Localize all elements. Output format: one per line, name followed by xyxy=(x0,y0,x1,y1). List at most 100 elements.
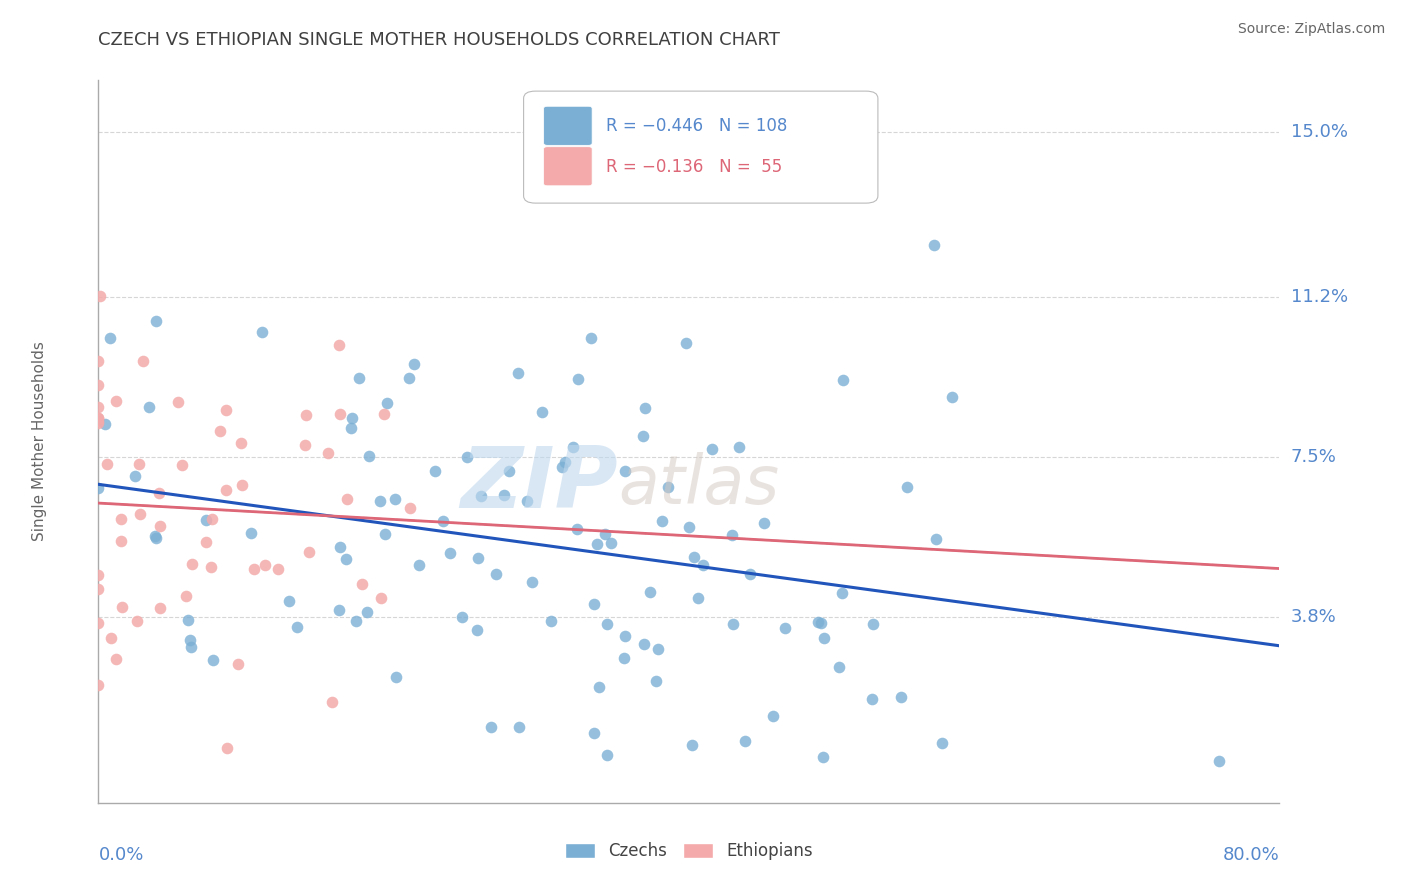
Point xyxy=(231,478,253,492)
Point xyxy=(398,370,420,384)
Point xyxy=(465,623,488,637)
Point xyxy=(586,537,609,551)
Point xyxy=(583,726,606,740)
Point xyxy=(356,605,378,619)
Point xyxy=(145,531,167,545)
Point xyxy=(329,540,352,554)
Point xyxy=(692,558,714,572)
Text: atlas: atlas xyxy=(619,452,779,518)
Point xyxy=(170,458,193,473)
Point xyxy=(700,442,723,457)
Point xyxy=(862,617,884,632)
Point xyxy=(450,609,472,624)
Text: 15.0%: 15.0% xyxy=(1291,123,1347,141)
Point xyxy=(194,513,217,527)
Point xyxy=(425,463,447,477)
Point xyxy=(242,561,264,575)
Point xyxy=(506,366,529,380)
Point xyxy=(941,390,963,404)
Point xyxy=(143,529,166,543)
Point xyxy=(370,591,392,605)
Point xyxy=(408,558,430,572)
Point xyxy=(202,653,225,667)
Text: ZIP: ZIP xyxy=(460,443,619,526)
Point xyxy=(124,469,146,483)
Point xyxy=(128,457,150,471)
Point xyxy=(1208,754,1230,768)
Point xyxy=(515,493,537,508)
Point xyxy=(87,411,110,425)
Point xyxy=(925,532,948,546)
Point xyxy=(721,617,744,632)
Point xyxy=(208,424,231,438)
Point xyxy=(734,734,756,748)
Point xyxy=(298,544,321,558)
Point xyxy=(595,747,617,762)
Point xyxy=(922,237,945,252)
Point xyxy=(87,416,110,430)
Point xyxy=(631,429,654,443)
Point xyxy=(657,480,679,494)
Point xyxy=(89,289,111,303)
Point xyxy=(215,483,238,497)
Point xyxy=(467,550,489,565)
Point xyxy=(335,551,357,566)
Point xyxy=(384,492,406,507)
Text: R = −0.446   N = 108: R = −0.446 N = 108 xyxy=(606,117,787,135)
Point xyxy=(614,465,637,479)
Point xyxy=(530,405,553,419)
Point xyxy=(831,373,853,387)
Point xyxy=(890,690,912,704)
Point xyxy=(811,749,834,764)
Point xyxy=(340,410,363,425)
Text: Single Mother Households: Single Mother Households xyxy=(32,342,46,541)
Point xyxy=(174,589,197,603)
Point xyxy=(138,400,160,414)
Point xyxy=(87,481,110,495)
FancyBboxPatch shape xyxy=(523,91,877,203)
Point xyxy=(87,678,110,692)
Point xyxy=(828,660,851,674)
Point xyxy=(520,575,543,590)
Point xyxy=(229,436,252,450)
Point xyxy=(375,396,398,410)
Point xyxy=(125,614,148,628)
Point xyxy=(721,527,744,541)
Point xyxy=(215,403,238,417)
Point xyxy=(180,640,202,654)
Point xyxy=(540,614,562,628)
Point xyxy=(104,651,127,665)
Text: R = −0.136   N =  55: R = −0.136 N = 55 xyxy=(606,158,783,176)
Point xyxy=(678,520,700,534)
Point xyxy=(368,494,391,508)
Point xyxy=(328,338,350,352)
Point xyxy=(226,657,249,672)
Point xyxy=(647,642,669,657)
Point xyxy=(456,450,478,465)
Point xyxy=(94,417,117,431)
Point xyxy=(87,582,110,596)
Point xyxy=(340,421,363,435)
Point xyxy=(179,633,201,648)
Point xyxy=(593,527,616,541)
Text: 0.0%: 0.0% xyxy=(98,847,143,864)
Point xyxy=(675,336,697,351)
Text: 7.5%: 7.5% xyxy=(1291,448,1337,466)
Point xyxy=(316,446,339,460)
Point xyxy=(686,591,709,606)
Point xyxy=(508,720,530,734)
Point xyxy=(87,568,110,582)
Point xyxy=(201,511,224,525)
Point xyxy=(762,708,785,723)
Point xyxy=(110,599,132,614)
Point xyxy=(773,620,796,634)
Point xyxy=(588,680,610,694)
Point xyxy=(344,615,367,629)
Point xyxy=(110,512,132,526)
Point xyxy=(384,670,406,684)
Point xyxy=(329,407,352,421)
Point xyxy=(931,735,953,749)
Point xyxy=(96,457,118,471)
Point xyxy=(613,651,636,665)
Text: Source: ZipAtlas.com: Source: ZipAtlas.com xyxy=(1237,22,1385,37)
